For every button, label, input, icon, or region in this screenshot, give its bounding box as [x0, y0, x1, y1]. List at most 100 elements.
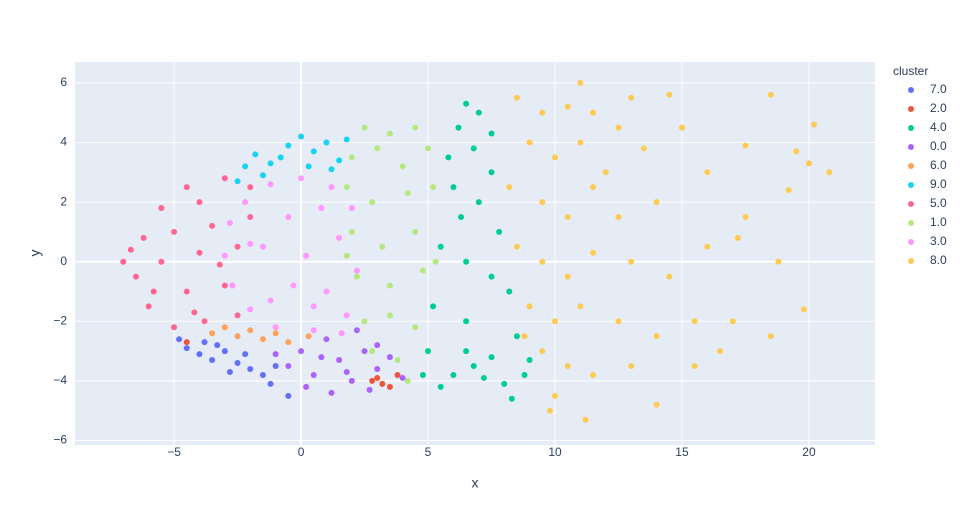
point	[475, 199, 482, 206]
point	[399, 163, 406, 170]
point	[353, 327, 360, 334]
point	[242, 163, 249, 170]
y-tick-label: 6	[60, 75, 67, 89]
point	[463, 348, 470, 355]
point	[323, 288, 330, 295]
point	[348, 377, 355, 384]
point	[526, 357, 533, 364]
point	[298, 348, 305, 355]
point	[247, 213, 254, 220]
point	[127, 246, 134, 253]
point	[328, 389, 335, 396]
point	[602, 169, 609, 176]
point	[564, 363, 571, 370]
point	[252, 151, 259, 158]
point	[348, 228, 355, 235]
point	[369, 377, 376, 384]
legend-label: 6.0	[930, 158, 947, 172]
point	[811, 121, 818, 128]
legend: 7.0 2.0 4.0 0.0 6.0 9.0 5.0 1.0 3.0 8.0	[908, 82, 947, 267]
legend-marker	[908, 258, 914, 264]
point	[310, 327, 317, 334]
point	[323, 139, 330, 146]
point	[221, 252, 228, 259]
point	[209, 330, 216, 337]
point	[480, 374, 487, 381]
point	[259, 371, 266, 378]
point	[374, 374, 381, 381]
point	[475, 109, 482, 116]
point	[272, 330, 279, 337]
point	[234, 243, 241, 250]
point	[386, 383, 393, 390]
point	[201, 339, 208, 346]
point	[805, 160, 812, 167]
x-tick-label: −5	[167, 445, 181, 459]
x-tick-label: 15	[675, 445, 689, 459]
point	[303, 383, 310, 390]
point	[430, 303, 437, 310]
point	[196, 249, 203, 256]
point	[546, 407, 553, 414]
legend-label: 9.0	[930, 177, 947, 191]
point	[247, 327, 254, 334]
point	[404, 190, 411, 197]
point	[226, 219, 233, 226]
point	[386, 130, 393, 137]
point	[267, 297, 274, 304]
point	[379, 380, 386, 387]
point	[521, 333, 528, 340]
point	[374, 145, 381, 152]
x-tick-label: 0	[298, 445, 305, 459]
legend-marker	[908, 87, 914, 93]
point	[666, 273, 673, 280]
point	[234, 312, 241, 319]
point	[201, 318, 208, 325]
point	[343, 136, 350, 143]
point	[353, 273, 360, 280]
point	[425, 348, 432, 355]
point	[221, 348, 228, 355]
point	[298, 133, 305, 140]
y-tick-label: −2	[53, 313, 67, 327]
legend-label: 5.0	[930, 196, 947, 210]
point	[361, 318, 368, 325]
point	[374, 365, 381, 372]
point	[247, 240, 254, 247]
point	[742, 142, 749, 149]
point	[577, 303, 584, 310]
point	[412, 228, 419, 235]
point	[336, 234, 343, 241]
x-tick-label: 10	[548, 445, 562, 459]
point	[513, 333, 520, 340]
grid	[75, 62, 875, 445]
point	[183, 288, 190, 295]
point	[412, 124, 419, 131]
legend-label: 2.0	[930, 101, 947, 115]
point	[318, 205, 325, 212]
legend-label: 8.0	[930, 253, 947, 267]
point	[305, 163, 312, 170]
point	[216, 261, 223, 268]
point	[704, 243, 711, 250]
legend-label: 1.0	[930, 215, 947, 229]
point	[191, 309, 198, 316]
point	[582, 416, 589, 423]
point	[496, 228, 503, 235]
legend-marker	[908, 201, 914, 207]
point	[437, 243, 444, 250]
point	[615, 124, 622, 131]
point	[259, 336, 266, 343]
legend-marker	[908, 239, 914, 245]
point	[348, 205, 355, 212]
point	[310, 371, 317, 378]
point	[343, 252, 350, 259]
point	[488, 354, 495, 361]
point	[458, 213, 465, 220]
point	[183, 345, 190, 352]
point	[259, 243, 266, 250]
point	[826, 169, 833, 176]
point	[450, 184, 457, 191]
point	[564, 213, 571, 220]
